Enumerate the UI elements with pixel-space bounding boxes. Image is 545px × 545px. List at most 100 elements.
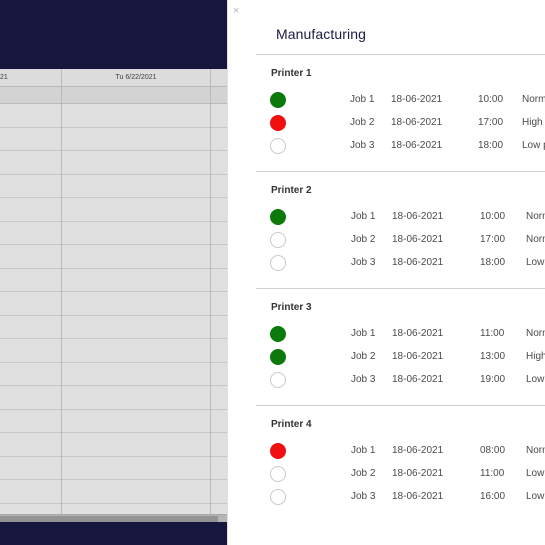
status-indicator-icon <box>270 443 286 459</box>
job-priority: Norm <box>526 445 545 456</box>
job-priority: Low <box>526 257 545 268</box>
status-indicator-icon <box>270 255 286 271</box>
job-priority: Low p <box>522 140 545 151</box>
job-date: 18-06-2021 <box>391 94 443 105</box>
job-priority: Norm <box>526 234 545 245</box>
job-row[interactable]: Job 2 18-06-2021 17:00 Norm <box>228 232 545 255</box>
job-date: 18-06-2021 <box>391 117 443 128</box>
grid-row <box>0 151 227 175</box>
job-time: 10:00 <box>480 211 506 222</box>
job-row[interactable]: Job 2 18-06-2021 13:00 High <box>228 349 545 372</box>
job-date: 18-06-2021 <box>392 234 444 245</box>
job-time: 10:00 <box>478 94 504 105</box>
job-row[interactable]: Job 3 18-06-2021 18:00 Low <box>228 255 545 278</box>
status-indicator-icon <box>270 115 286 131</box>
printer-name: Printer 1 <box>271 68 312 79</box>
divider <box>256 171 545 172</box>
job-date: 18-06-2021 <box>392 211 444 222</box>
status-indicator-icon <box>270 232 286 248</box>
job-time: 19:00 <box>480 374 506 385</box>
job-priority: Norm <box>526 211 545 222</box>
job-row[interactable]: Job 1 18-06-2021 10:00 Norm <box>228 209 545 232</box>
grid-row <box>0 480 227 504</box>
grid-row <box>0 433 227 457</box>
job-row[interactable]: Job 2 18-06-2021 17:00 High p <box>228 115 545 138</box>
grid-row <box>0 386 227 410</box>
scheduler-date-header: 21 Tu 6/22/2021 <box>0 69 227 87</box>
job-priority: Low <box>526 468 545 479</box>
job-time: 18:00 <box>478 140 504 151</box>
divider <box>256 288 545 289</box>
column-divider <box>210 69 211 515</box>
scheduler-top-bar <box>0 0 227 69</box>
job-row[interactable]: Job 1 18-06-2021 11:00 Norm <box>228 326 545 349</box>
job-row[interactable]: Job 3 18-06-2021 16:00 Low <box>228 489 545 512</box>
status-indicator-icon <box>270 372 286 388</box>
grid-row <box>0 222 227 245</box>
job-date: 18-06-2021 <box>392 328 444 339</box>
job-job: Job 2 <box>351 351 376 362</box>
grid-row <box>0 457 227 480</box>
job-row[interactable]: Job 3 18-06-2021 18:00 Low p <box>228 138 545 161</box>
grid-row <box>0 198 227 222</box>
manufacturing-panel: × Manufacturing Printer 1 Job 1 18-06-2021… <box>227 0 545 545</box>
printer-name: Printer 4 <box>271 419 312 430</box>
job-row[interactable]: Job 3 18-06-2021 19:00 Low <box>228 372 545 395</box>
divider <box>256 54 545 55</box>
job-priority: Low <box>526 374 545 385</box>
status-indicator-icon <box>270 349 286 365</box>
job-job: Job 2 <box>351 234 376 245</box>
job-date: 18-06-2021 <box>392 491 444 502</box>
status-indicator-icon <box>270 92 286 108</box>
job-time: 13:00 <box>480 351 506 362</box>
job-job: Job 3 <box>350 140 375 151</box>
date-header-cell: 21 <box>0 74 8 81</box>
grid-row <box>0 292 227 316</box>
job-job: Job 2 <box>350 117 375 128</box>
grid-row <box>0 269 227 292</box>
status-indicator-icon <box>270 138 286 154</box>
divider <box>256 405 545 406</box>
job-time: 18:00 <box>480 257 506 268</box>
job-priority: Norm <box>522 94 545 105</box>
job-job: Job 1 <box>351 211 376 222</box>
job-priority: Norm <box>526 328 545 339</box>
grid-row <box>0 104 227 128</box>
grid-row <box>0 316 227 339</box>
grid-row <box>0 175 227 198</box>
scheduler-grid <box>0 104 227 514</box>
job-row[interactable]: Job 1 18-06-2021 08:00 Norm <box>228 443 545 466</box>
job-time: 08:00 <box>480 445 506 456</box>
status-indicator-icon <box>270 326 286 342</box>
printer-name: Printer 2 <box>271 185 312 196</box>
job-time: 11:00 <box>480 328 505 339</box>
scrollbar-thumb[interactable] <box>0 516 218 522</box>
job-job: Job 3 <box>351 257 376 268</box>
job-date: 18-06-2021 <box>392 468 444 479</box>
close-icon[interactable]: × <box>233 5 240 17</box>
job-job: Job 1 <box>351 445 376 456</box>
job-row[interactable]: Job 1 18-06-2021 10:00 Norm <box>228 92 545 115</box>
horizontal-scrollbar[interactable] <box>0 514 227 522</box>
job-priority: Low <box>526 491 545 502</box>
status-indicator-icon <box>270 466 286 482</box>
job-priority: High <box>526 351 545 362</box>
status-indicator-icon <box>270 489 286 505</box>
overlay-shade[interactable] <box>0 0 227 545</box>
job-date: 18-06-2021 <box>391 140 443 151</box>
scheduler-background: 21 Tu 6/22/2021 <box>0 0 227 545</box>
grid-row <box>0 410 227 433</box>
job-job: Job 1 <box>350 94 375 105</box>
job-job: Job 2 <box>351 468 376 479</box>
grid-row <box>0 339 227 363</box>
job-time: 16:00 <box>480 491 506 502</box>
job-row[interactable]: Job 2 18-06-2021 11:00 Low <box>228 466 545 489</box>
job-time: 17:00 <box>480 234 506 245</box>
grid-row <box>0 363 227 386</box>
job-time: 17:00 <box>478 117 504 128</box>
job-job: Job 1 <box>351 328 376 339</box>
status-indicator-icon <box>270 209 286 225</box>
job-date: 18-06-2021 <box>392 257 444 268</box>
job-job: Job 3 <box>351 491 376 502</box>
panel-title: Manufacturing <box>276 26 367 42</box>
